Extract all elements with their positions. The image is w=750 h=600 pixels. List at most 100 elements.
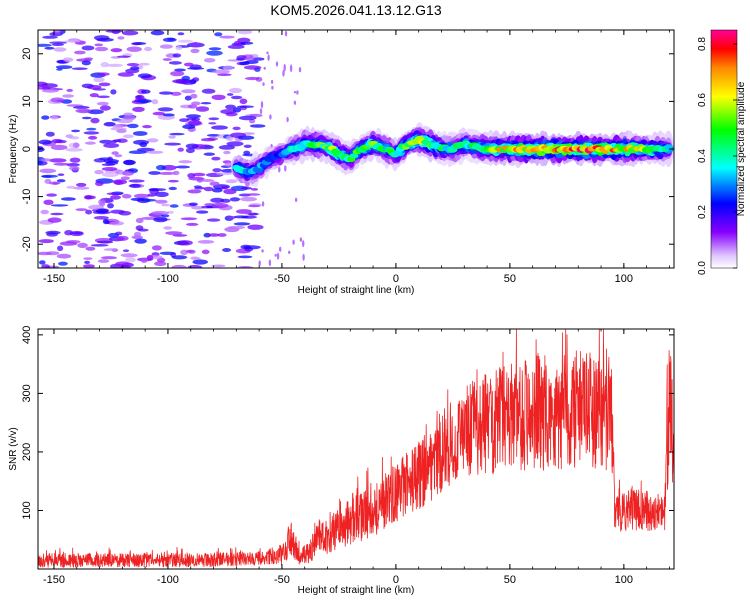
noise-blob — [243, 65, 262, 70]
noise-blob — [131, 42, 142, 46]
noise-blob — [116, 235, 129, 241]
y-tick-label: 400 — [21, 326, 33, 344]
noise-blob — [153, 216, 168, 223]
noise-blob — [138, 62, 150, 66]
noise-blob — [200, 138, 216, 142]
x-tick-label: 50 — [504, 273, 516, 285]
noise-blob — [206, 134, 221, 137]
noise-blob — [106, 192, 123, 196]
noise-blob — [172, 170, 180, 176]
noise-blob — [261, 201, 265, 207]
noise-blob — [140, 198, 157, 202]
noise-blob — [197, 240, 215, 244]
noise-blob — [103, 143, 120, 148]
noise-blob — [41, 115, 50, 120]
noise-blob — [56, 68, 63, 71]
noise-blob — [184, 95, 192, 101]
noise-blob — [151, 210, 170, 216]
noise-blob — [66, 163, 80, 167]
noise-blob — [227, 44, 245, 49]
noise-blob — [68, 136, 80, 140]
noise-blob — [45, 131, 55, 137]
noise-blob — [157, 107, 174, 112]
noise-blob — [299, 237, 303, 242]
noise-blob — [200, 102, 212, 105]
noise-blob — [216, 172, 233, 176]
noise-blob — [137, 99, 152, 104]
noise-blob — [233, 40, 241, 46]
noise-blob — [38, 251, 52, 256]
noise-blob — [293, 100, 297, 105]
noise-blob — [233, 215, 249, 219]
noise-blob — [225, 179, 238, 184]
noise-blob — [49, 158, 67, 163]
noise-blob — [283, 63, 286, 72]
noise-blob — [187, 264, 203, 268]
noise-blob — [211, 187, 223, 193]
noise-blob — [151, 99, 159, 105]
noise-blob — [117, 55, 131, 58]
noise-blob — [107, 156, 114, 163]
snr-panel: -150 -100 -50 0 50 100 100 200 300 400 Height of… — [8, 326, 675, 596]
noise-blob — [185, 249, 194, 253]
noise-blob — [185, 114, 201, 119]
y-tick-label: 10 — [21, 95, 33, 107]
noise-blob — [41, 264, 50, 268]
noise-blob — [186, 222, 199, 226]
noise-blob — [122, 170, 134, 176]
noise-blob — [259, 108, 263, 115]
noise-blob — [203, 152, 215, 156]
y-tick-label: 100 — [21, 501, 33, 519]
noise-blob — [62, 57, 74, 63]
noise-blob — [289, 64, 293, 73]
noise-blob — [230, 95, 243, 100]
noise-blob — [84, 57, 94, 60]
noise-blob — [88, 204, 104, 210]
noise-blob — [155, 199, 168, 204]
noise-blob — [233, 222, 251, 226]
noise-blob — [151, 245, 162, 251]
noise-blob — [96, 208, 109, 214]
noise-blob — [49, 41, 67, 44]
noise-blob — [146, 138, 159, 143]
noise-blob — [50, 212, 64, 216]
noise-blob — [111, 151, 119, 155]
noise-blob — [229, 87, 243, 94]
noise-blob — [90, 244, 109, 247]
noise-blob — [86, 127, 97, 131]
noise-blob — [90, 117, 100, 124]
noise-blob — [114, 180, 124, 186]
noise-blob — [219, 35, 235, 39]
noise-blob — [243, 144, 252, 148]
noise-blob — [222, 65, 234, 71]
noise-blob — [62, 94, 74, 98]
noise-blob — [191, 257, 201, 260]
noise-blob — [148, 171, 161, 175]
noise-blob — [168, 186, 177, 191]
noise-blob — [172, 79, 187, 84]
noise-blob — [123, 159, 136, 166]
noise-blob — [133, 231, 142, 237]
noise-blob — [296, 90, 299, 95]
noise-blob — [211, 125, 228, 130]
noise-blob — [133, 139, 149, 145]
x-tick-label: -100 — [157, 273, 179, 285]
noise-blob — [195, 106, 210, 112]
noise-blob — [100, 62, 109, 68]
spectrogram-ylabel: Frequency (Hz) — [8, 115, 19, 184]
noise-blob — [187, 189, 202, 194]
noise-blob — [221, 185, 229, 190]
noise-blob — [40, 158, 52, 162]
noise-blob — [201, 249, 210, 255]
noise-blob — [190, 93, 198, 99]
x-tick-label: 50 — [504, 574, 516, 586]
noise-blob — [162, 113, 175, 117]
noise-blob — [95, 181, 104, 187]
noise-blob — [194, 186, 206, 190]
noise-blob — [237, 30, 253, 35]
noise-blob — [105, 30, 123, 33]
noise-blob — [38, 239, 54, 244]
noise-blob — [76, 182, 87, 187]
noise-blob — [200, 179, 215, 182]
noise-blob — [167, 37, 175, 41]
